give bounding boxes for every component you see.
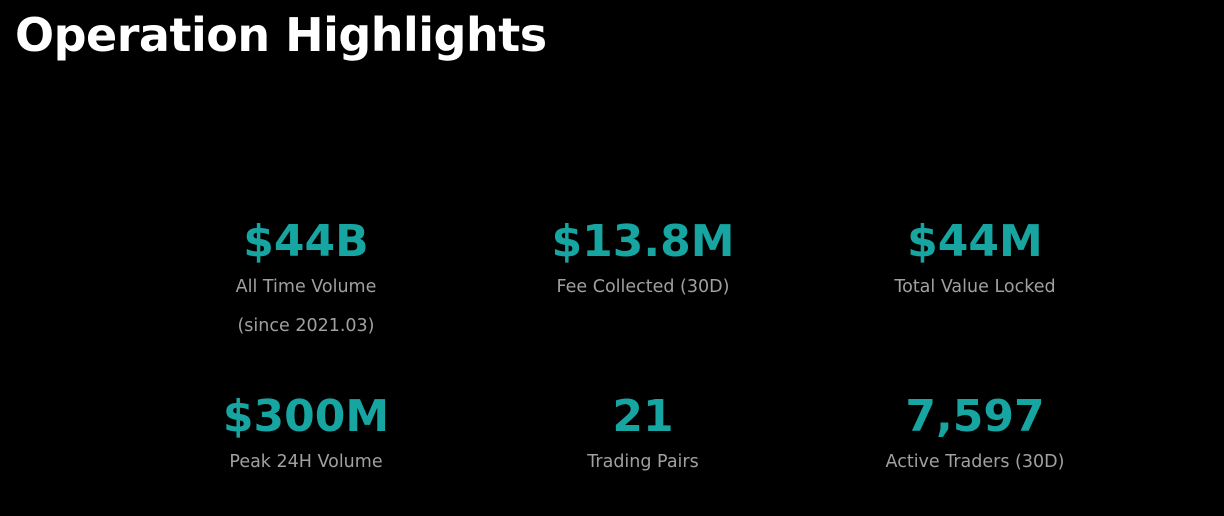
stat-label: Peak 24H Volume: [229, 452, 383, 472]
stat-value: 21: [612, 391, 674, 442]
stat-value: $13.8M: [551, 216, 735, 267]
stat-value: $44M: [907, 216, 1043, 267]
stat-label: Total Value Locked: [894, 277, 1056, 297]
stat-card: $300M Peak 24H Volume: [136, 391, 476, 482]
stat-value: $300M: [222, 391, 390, 442]
title: Operation Highlights: [15, 8, 547, 62]
stat-card: $44M Total Value Locked: [805, 216, 1145, 307]
stat-value: $44B: [243, 216, 369, 267]
stat-label: Trading Pairs: [587, 452, 699, 472]
stat-card: $44B All Time Volume (since 2021.03): [136, 216, 476, 346]
stat-label: Fee Collected (30D): [556, 277, 730, 297]
stat-note: (since 2021.03): [237, 316, 375, 336]
stat-value: 7,597: [905, 391, 1045, 442]
stat-label: Active Traders (30D): [885, 452, 1065, 472]
stat-label: All Time Volume: [235, 277, 377, 297]
stat-card: 21 Trading Pairs: [473, 391, 813, 482]
stat-card: 7,597 Active Traders (30D): [805, 391, 1145, 482]
stat-card: $13.8M Fee Collected (30D): [473, 216, 813, 307]
